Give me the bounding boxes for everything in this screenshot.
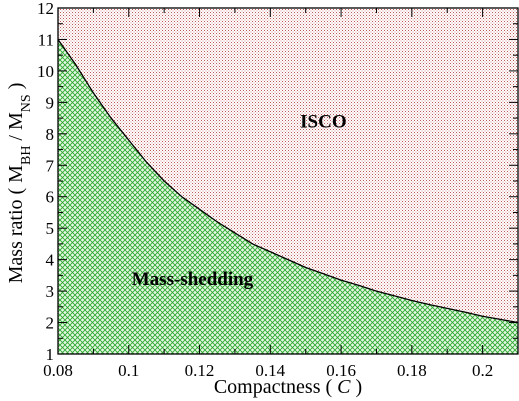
- y-tick-label: 2: [46, 314, 55, 333]
- y-axis-title-text: Mass ratio: [5, 199, 27, 283]
- x-tick-label: 0.2: [472, 361, 493, 380]
- x-axis-title-text: Compactness: [214, 376, 321, 398]
- axis-ticks: [57, 7, 518, 355]
- y-tick-label: 3: [46, 282, 55, 301]
- y-tick-label: 4: [46, 251, 55, 270]
- y-axis-den-sub: NS: [19, 94, 34, 112]
- y-axis-title: Mass ratio ( MBH / MNS ): [5, 83, 34, 284]
- x-tick-label: 0.1: [118, 361, 139, 380]
- x-axis-symbol: C: [337, 376, 351, 398]
- y-tick-label: 12: [37, 0, 54, 18]
- y-tick-label: 9: [46, 93, 55, 112]
- x-tick-label: 0.14: [255, 361, 285, 380]
- x-tick-label: 0.16: [326, 361, 356, 380]
- x-tick-label: 0.12: [185, 361, 215, 380]
- y-tick-label: 5: [46, 219, 55, 238]
- y-tick-label: 6: [46, 188, 55, 207]
- plot-area: [57, 7, 519, 355]
- y-tick-label: 8: [46, 125, 55, 144]
- y-axis-den: M: [5, 112, 27, 130]
- mass-shedding-region: [58, 39, 518, 355]
- mass-shedding-label: Mass-shedding: [132, 269, 254, 290]
- x-axis-title: Compactness ( C ): [214, 376, 362, 398]
- axis-tick-labels: 0.08 0.1 0.12 0.14 0.16 0.18 0.212345678910111…: [37, 0, 493, 380]
- x-tick-label: 0.18: [397, 361, 427, 380]
- boundary-curve: [57, 39, 519, 324]
- isco-region: [58, 8, 518, 323]
- y-tick-label: 1: [46, 345, 55, 364]
- isco-label: ISCO: [300, 112, 346, 133]
- y-tick-label: 10: [37, 62, 54, 81]
- y-axis-num-sub: BH: [19, 146, 34, 165]
- y-tick-label: 11: [38, 30, 54, 49]
- y-tick-label: 7: [46, 156, 55, 175]
- x-tick-label: 0.08: [43, 361, 73, 380]
- y-axis-num: M: [5, 165, 27, 183]
